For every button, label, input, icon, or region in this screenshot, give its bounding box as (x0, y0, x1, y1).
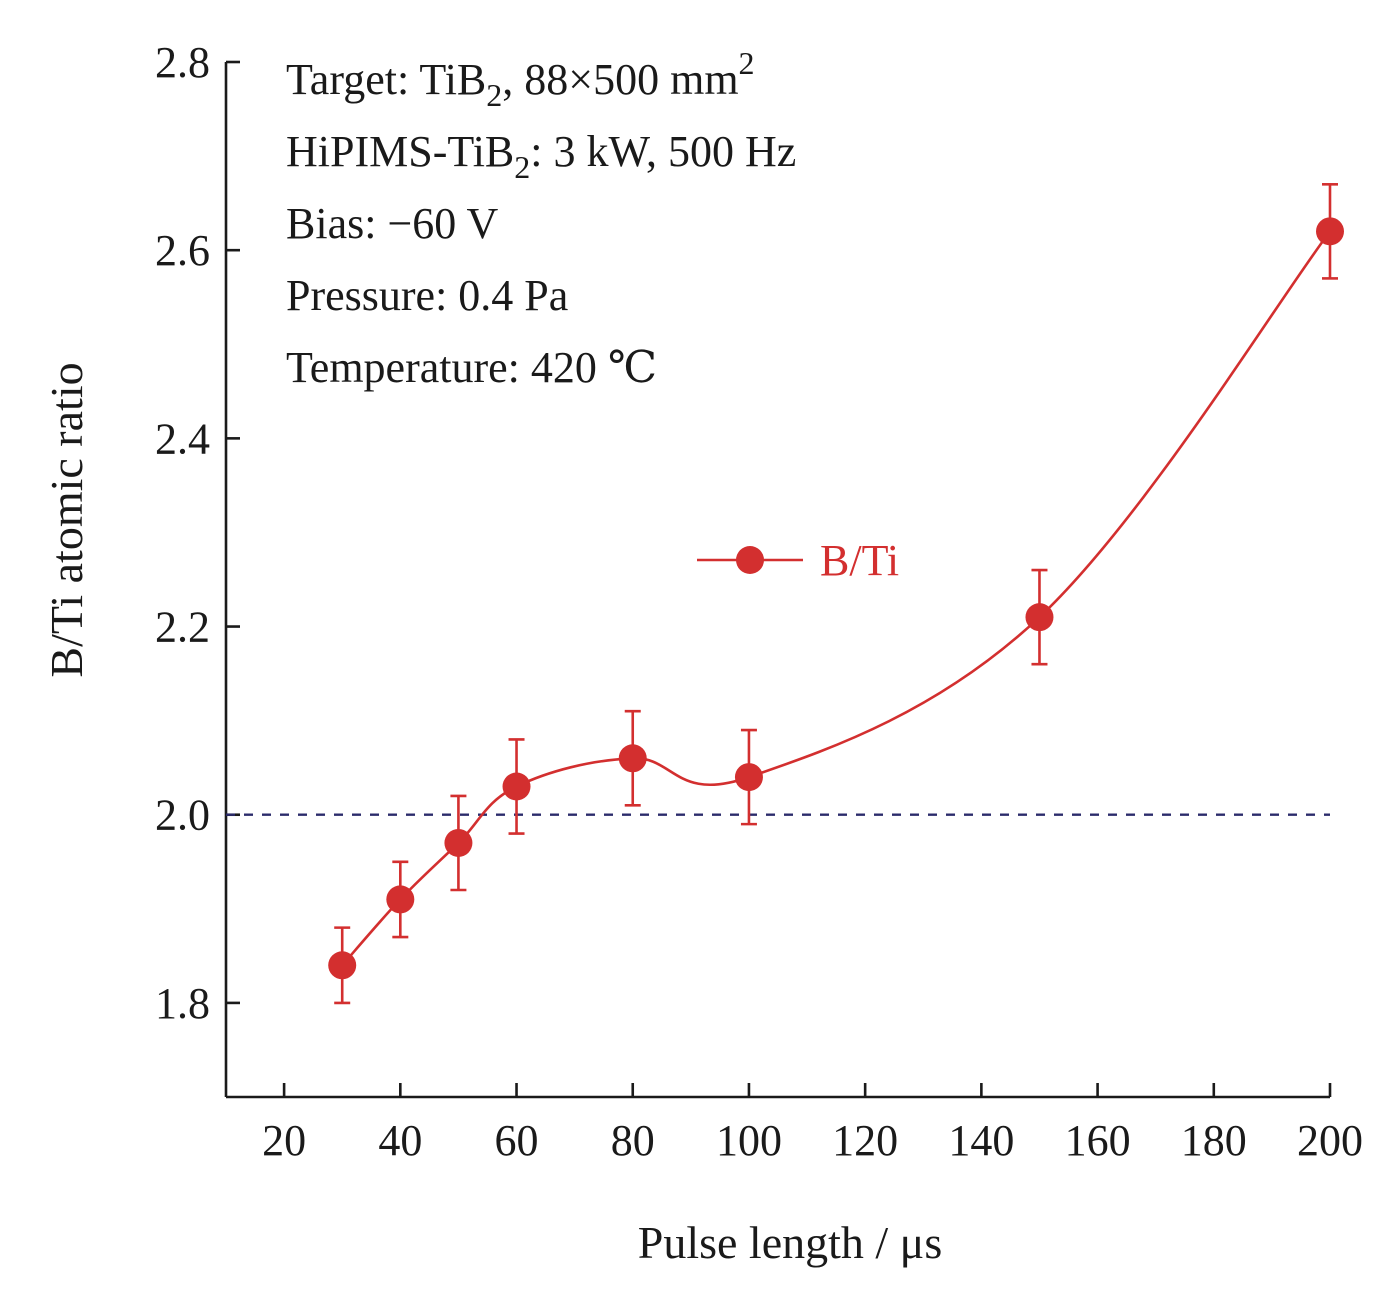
x-tick-label: 80 (611, 1116, 655, 1165)
y-tick-label: 2.2 (155, 603, 210, 652)
y-tick-label: 2.6 (155, 226, 210, 275)
data-point (734, 763, 763, 792)
y-tick-label: 2.8 (155, 38, 210, 87)
y-tick-label: 2.0 (155, 791, 210, 840)
y-axis-title: B/Ti atomic ratio (41, 362, 92, 677)
plot-area (328, 183, 1344, 1005)
data-point (328, 951, 357, 980)
data-point (1316, 217, 1344, 246)
x-tick-label: 100 (716, 1116, 782, 1165)
annotation-line: Temperature: 420 ℃ (286, 343, 657, 392)
annotation-line: Pressure: 0.4 Pa (286, 271, 568, 320)
series-line (341, 230, 1332, 967)
annotations: Target: TiB2, 88×500 mm2 HiPIMS-TiB2: 3 k… (286, 45, 796, 392)
x-tick-label: 120 (832, 1116, 898, 1165)
annotation-line: Bias: −60 V (286, 199, 498, 248)
x-tick-label: 180 (1181, 1116, 1247, 1165)
y-tick-label: 2.4 (155, 414, 210, 463)
x-axis-title: Pulse length / μs (638, 1217, 943, 1268)
data-point (1025, 603, 1054, 632)
x-tick-label: 140 (948, 1116, 1014, 1165)
x-tick-label: 200 (1297, 1116, 1363, 1165)
axes: 1.8 2.0 2.2 2.4 2.6 2.8 20 40 60 80 100 120 140 160 18… (155, 38, 1363, 1165)
legend-label: B/Ti (820, 536, 899, 585)
annotation-line: HiPIMS-TiB2: 3 kW, 500 Hz (286, 127, 796, 185)
data-point (618, 744, 647, 773)
x-tick-label: 20 (262, 1116, 306, 1165)
x-tick-label: 60 (495, 1116, 539, 1165)
x-tick-label: 40 (378, 1116, 422, 1165)
data-point (502, 772, 531, 801)
legend-marker (736, 546, 764, 574)
legend: B/Ti (697, 536, 899, 585)
data-point (444, 828, 473, 857)
annotation-line: Target: TiB2, 88×500 mm2 (286, 45, 755, 113)
y-tick-label: 1.8 (155, 979, 210, 1028)
data-point (386, 885, 415, 914)
x-tick-label: 160 (1065, 1116, 1131, 1165)
